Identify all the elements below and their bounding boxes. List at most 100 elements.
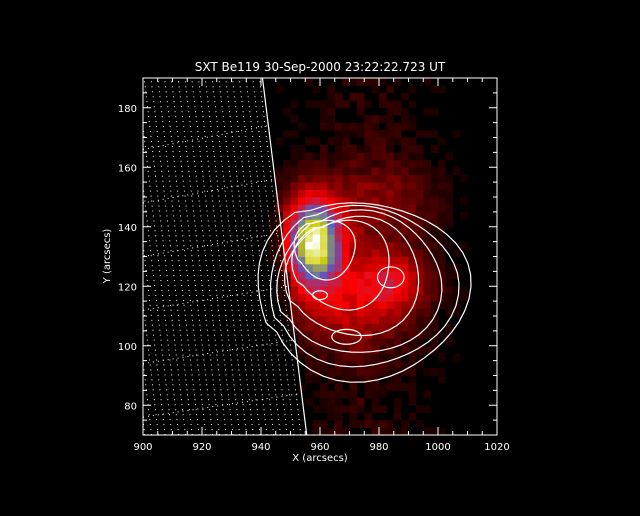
heat-cell (320, 420, 328, 428)
heat-cell (342, 263, 350, 272)
heat-cell (349, 323, 358, 332)
heat-cell (438, 293, 446, 302)
inner-contour (331, 328, 362, 345)
heat-cell (327, 241, 336, 250)
heat-cell (430, 316, 439, 324)
heat-cell (423, 368, 432, 376)
heat-cell (342, 278, 350, 287)
heat-cell (283, 197, 291, 205)
heat-cell (356, 316, 365, 324)
heat-cell (371, 338, 380, 347)
heat-cell (320, 144, 328, 153)
heat-cell (327, 107, 336, 116)
heat-cell (364, 152, 373, 161)
heat-cell (386, 353, 395, 362)
heat-cell (312, 353, 321, 362)
heat-cell (290, 211, 299, 220)
heat-cell (393, 174, 402, 183)
heat-cell (364, 115, 373, 124)
heat-cell (356, 182, 365, 190)
heat-cell (334, 144, 343, 153)
heat-cell (423, 256, 432, 265)
x-tick-label: 940 (251, 442, 270, 453)
heat-cell (393, 308, 402, 317)
inner-contour (312, 290, 328, 301)
heat-cell (312, 234, 321, 243)
heat-cell (401, 427, 409, 435)
heat-cell (393, 211, 402, 220)
heat-cell (356, 263, 365, 272)
heat-cell (379, 338, 387, 347)
heat-cell (320, 167, 328, 176)
heat-cell (327, 159, 336, 168)
heat-cell (342, 174, 350, 183)
heat-cell (268, 256, 277, 265)
heat-cell (408, 144, 417, 153)
heat-cell (297, 301, 306, 309)
heat-cell (423, 427, 432, 435)
heat-cell (320, 159, 328, 168)
heat-cell (393, 130, 402, 138)
heat-cell (342, 137, 350, 146)
heat-cell (312, 256, 321, 265)
heat-cell (312, 301, 321, 309)
heat-cell (379, 226, 387, 235)
heat-cell (327, 301, 336, 309)
heat-cell (349, 368, 358, 376)
heat-cell (386, 234, 395, 243)
heat-cell (297, 263, 306, 272)
heat-cell (305, 375, 314, 384)
heat-cell (356, 204, 365, 213)
heat-cell (312, 427, 321, 435)
heat-cell (438, 197, 446, 205)
heat-cell (275, 226, 284, 235)
heat-cell (283, 182, 291, 190)
heat-cell (312, 241, 321, 250)
heat-cell (275, 189, 284, 198)
heat-cell (408, 412, 417, 421)
heat-cell (356, 78, 365, 86)
heat-cell (334, 420, 343, 428)
heat-cell (327, 397, 336, 406)
heat-cell (320, 100, 328, 109)
y-tick-label: 140 (118, 223, 137, 234)
heat-cell (342, 271, 350, 280)
heat-cell (320, 107, 328, 116)
y-tick-label: 160 (118, 163, 137, 174)
heat-cell (283, 293, 291, 302)
heat-cell (364, 360, 373, 369)
heat-cell (320, 241, 328, 250)
heat-cell (305, 308, 314, 317)
heat-cell (320, 308, 328, 317)
heat-cell (334, 152, 343, 161)
heat-cell (327, 353, 336, 362)
heat-cell (275, 234, 284, 243)
heat-cell (438, 249, 446, 257)
heat-cell (305, 249, 314, 257)
heat-cell (283, 263, 291, 272)
heat-cell (364, 226, 373, 235)
heat-cell (349, 338, 358, 347)
heat-cell (342, 122, 350, 131)
heat-cell (408, 382, 417, 391)
heat-cell (305, 338, 314, 347)
heat-cell (283, 256, 291, 265)
heat-cell (386, 159, 395, 168)
heat-cell (415, 167, 424, 176)
heat-cell (379, 189, 387, 198)
heat-cell (393, 353, 402, 362)
heat-cell (334, 368, 343, 376)
heat-cell (320, 182, 328, 190)
heat-cell (290, 301, 299, 309)
heat-cell (379, 219, 387, 228)
heat-cell (386, 427, 395, 435)
heat-cell (438, 234, 446, 243)
heat-cell (342, 189, 350, 198)
heat-cell (305, 182, 314, 190)
heat-cell (364, 249, 373, 257)
heat-cell (379, 182, 387, 190)
heat-cell (297, 271, 306, 280)
heat-cell (452, 271, 461, 280)
heat-cell (320, 353, 328, 362)
heat-cell (379, 197, 387, 205)
